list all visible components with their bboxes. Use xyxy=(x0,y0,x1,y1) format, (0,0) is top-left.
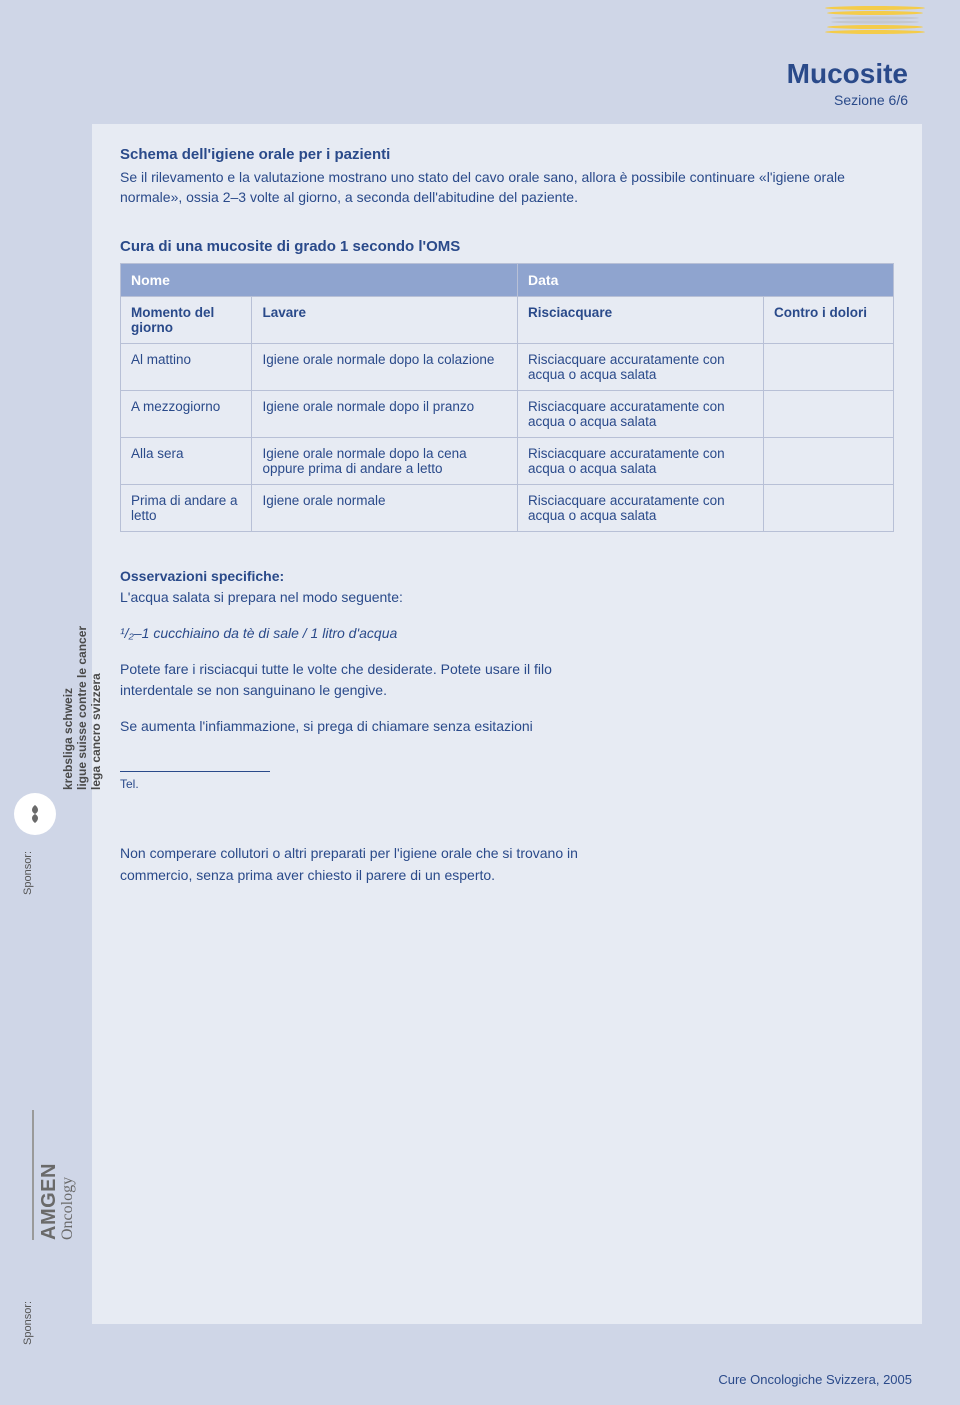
obs-p3: Se aumenta l'infiammazione, si prega di … xyxy=(120,716,600,738)
table-row: Al mattinoIgiene orale normale dopo la c… xyxy=(121,343,894,390)
left-sidebar: Sponsor: krebsliga schweiz ligue suisse … xyxy=(0,0,92,1405)
table-cell: Igiene orale normale dopo la colazione xyxy=(252,343,518,390)
table-cell: Igiene orale normale dopo il pranzo xyxy=(252,390,518,437)
table-cell: Risciacquare accuratamente con acqua o a… xyxy=(518,343,764,390)
table-row: A mezzogiornoIgiene orale normale dopo i… xyxy=(121,390,894,437)
col-lavare: Lavare xyxy=(252,296,518,343)
table-cell xyxy=(764,390,894,437)
table-cell xyxy=(764,437,894,484)
table-cell: Al mattino xyxy=(121,343,252,390)
content-panel: Schema dell'igiene orale per i pazienti … xyxy=(92,124,922,1324)
th-nome: Nome xyxy=(121,263,518,296)
sponsor-label-2: Sponsor: xyxy=(22,1301,34,1345)
col-risciacquare: Risciacquare xyxy=(518,296,764,343)
amgen-brand: AMGEN xyxy=(38,1163,61,1240)
amgen-logo: AMGEN Oncology xyxy=(38,1163,77,1240)
table-cell: Risciacquare accuratamente con acqua o a… xyxy=(518,484,764,531)
sponsor-label-1: Sponsor: xyxy=(22,851,34,895)
table-cell: A mezzogiorno xyxy=(121,390,252,437)
table-cell: Risciacquare accuratamente con acqua o a… xyxy=(518,437,764,484)
observations-block: Osservazioni specifiche: L'acqua salata … xyxy=(120,566,600,887)
col-dolori: Contro i dolori xyxy=(764,296,894,343)
table-cell: Prima di andare a letto xyxy=(121,484,252,531)
obs-recipe: ¹/₂–1 cucchiaino da tè di sale / 1 litro… xyxy=(120,623,600,645)
page-title: Mucosite xyxy=(0,58,908,90)
obs-p1: L'acqua salata si prepara nel modo segue… xyxy=(120,589,403,605)
table-cell xyxy=(764,343,894,390)
table-caption: Cura di una mucosite di grado 1 secondo … xyxy=(120,238,894,255)
obs-p2: Potete fare i risciacqui tutte le volte … xyxy=(120,659,600,702)
table-cell xyxy=(764,484,894,531)
table-cell: Igiene orale normale xyxy=(252,484,518,531)
col-momento: Momento del giorno xyxy=(121,296,252,343)
corner-decor-icon xyxy=(820,0,930,40)
th-data: Data xyxy=(518,263,894,296)
tel-line xyxy=(120,758,270,772)
section-label: Sezione 6/6 xyxy=(0,92,908,108)
obs-p4: Non comperare collutori o altri preparat… xyxy=(120,843,600,886)
amgen-sub: Oncology xyxy=(59,1163,77,1240)
tel-label: Tel. xyxy=(120,775,600,794)
schedule-table: Nome Data Momento del giorno Lavare Risc… xyxy=(120,263,894,532)
league-line-1: krebsliga schweiz xyxy=(62,626,76,790)
league-knot-icon xyxy=(14,793,56,835)
league-logo-text: krebsliga schweiz ligue suisse contre le… xyxy=(62,626,103,790)
obs-heading: Osservazioni specifiche: xyxy=(120,568,284,584)
table-cell: Risciacquare accuratamente con acqua o a… xyxy=(518,390,764,437)
table-row: Alla seraIgiene orale normale dopo la ce… xyxy=(121,437,894,484)
league-line-2: ligue suisse contre le cancer xyxy=(76,626,90,790)
table-cell: Alla sera xyxy=(121,437,252,484)
table-cell: Igiene orale normale dopo la cena oppure… xyxy=(252,437,518,484)
intro-text: Se il rilevamento e la valutazione mostr… xyxy=(120,167,894,208)
league-line-3: lega cancro svizzera xyxy=(90,626,104,790)
footer-text: Cure Oncologiche Svizzera, 2005 xyxy=(718,1372,912,1387)
intro-heading: Schema dell'igiene orale per i pazienti xyxy=(120,146,894,163)
table-row: Prima di andare a lettoIgiene orale norm… xyxy=(121,484,894,531)
